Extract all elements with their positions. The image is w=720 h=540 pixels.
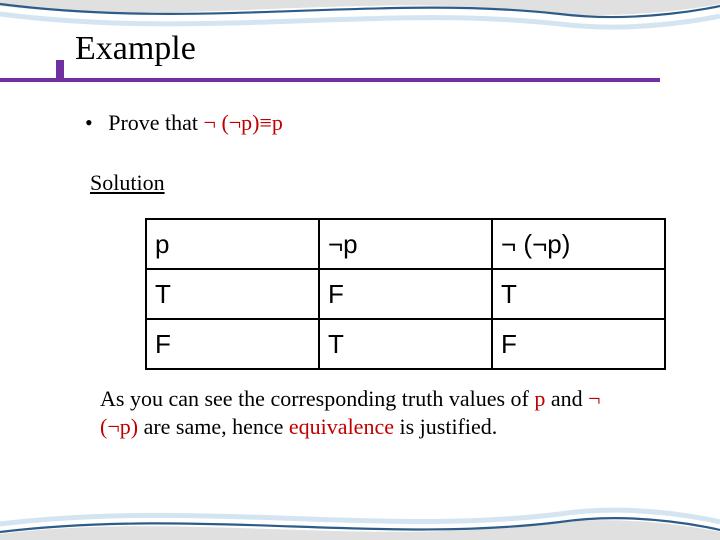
table-cell: T	[146, 269, 319, 319]
slide-title: Example	[75, 30, 196, 68]
table-row: T F T	[146, 269, 665, 319]
conclusion-equiv: equivalence	[289, 414, 394, 439]
table-cell: T	[319, 319, 492, 369]
table-cell: F	[146, 319, 319, 369]
conclusion-part4: is justified.	[394, 414, 497, 439]
bullet-lead: Prove that	[108, 110, 203, 135]
conclusion-p: p	[534, 386, 545, 411]
col-header-not-not-p: ¬ (¬p)	[492, 219, 665, 269]
col-header-p: p	[146, 219, 319, 269]
bullet-expression: ¬ (¬p)≡p	[204, 110, 283, 135]
bottom-wave-decoration	[0, 494, 720, 540]
table-cell: T	[492, 269, 665, 319]
table-cell: F	[319, 269, 492, 319]
conclusion-part1: As you can see the corresponding truth v…	[100, 386, 534, 411]
table-row: F T F	[146, 319, 665, 369]
conclusion-part3: are same, hence	[138, 414, 289, 439]
col-header-not-p: ¬p	[319, 219, 492, 269]
conclusion-text: As you can see the corresponding truth v…	[100, 385, 640, 440]
prove-bullet: • Prove that ¬ (¬p)≡p	[85, 110, 283, 136]
table-cell: F	[492, 319, 665, 369]
bullet-dot-icon: •	[85, 110, 93, 136]
truth-table: p ¬p ¬ (¬p) T F T F T F	[145, 218, 666, 370]
table-header-row: p ¬p ¬ (¬p)	[146, 219, 665, 269]
title-underline	[0, 78, 660, 82]
solution-heading: Solution	[90, 170, 165, 196]
conclusion-part2: and	[545, 386, 588, 411]
